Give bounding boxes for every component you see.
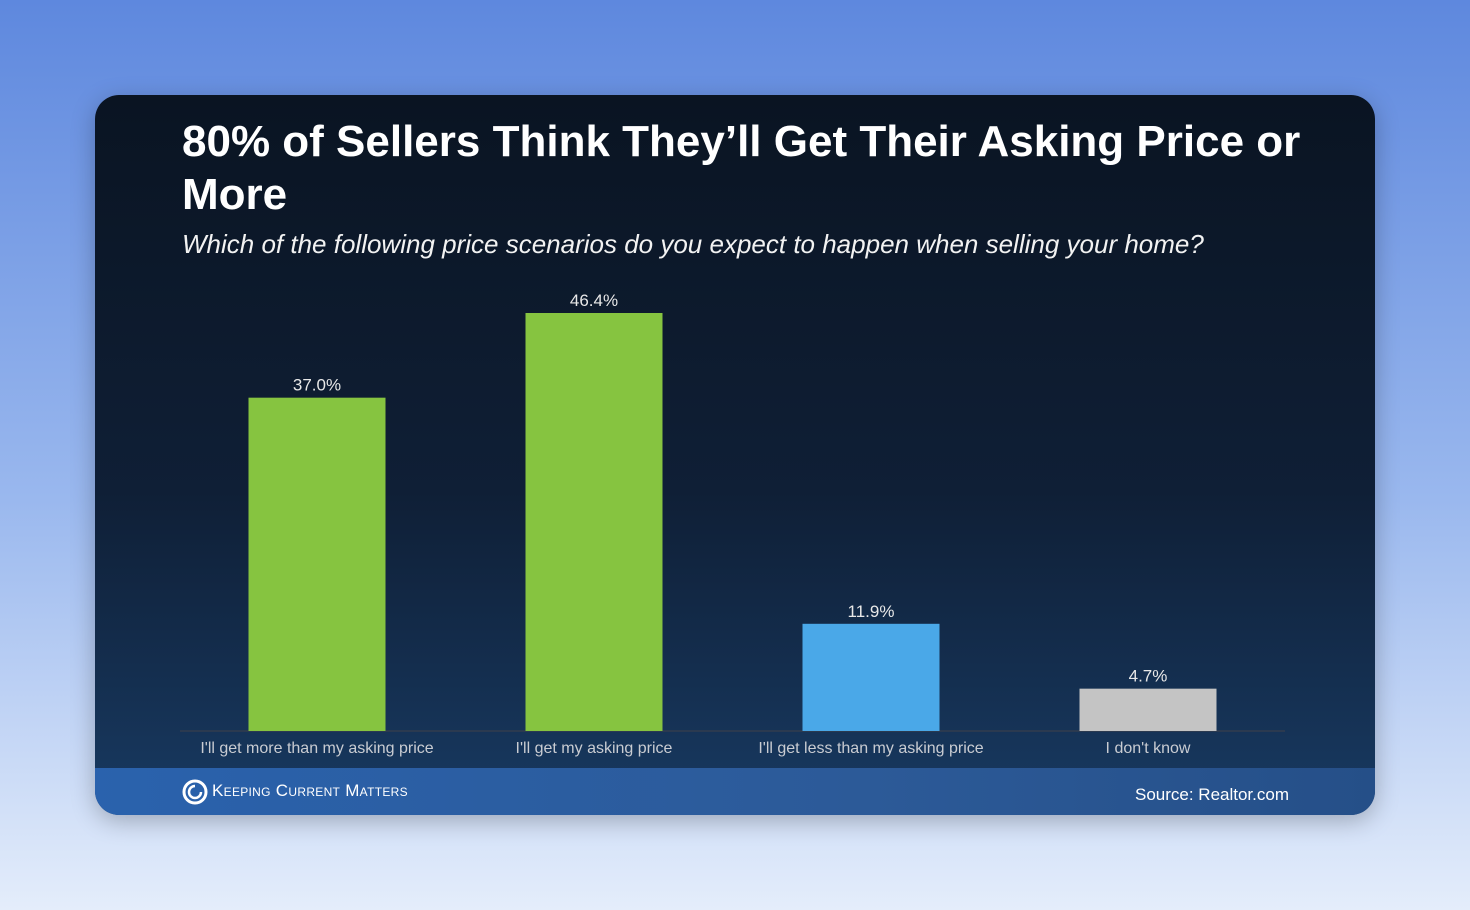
bar — [802, 623, 940, 731]
source: Source: Realtor.com — [1134, 785, 1289, 804]
chart-card: 80% of Sellers Think They’ll Get Their A… — [95, 95, 1375, 815]
value-label: 46.4% — [570, 291, 618, 310]
x-tick-label: I'll get more than my asking price — [200, 740, 433, 757]
bar — [1079, 688, 1217, 731]
chart-subtitle: Which of the following price scenarios d… — [182, 229, 1204, 259]
chart: 37.0% I'll get more than my asking price 4… — [180, 291, 1285, 757]
x-tick-label: I'll get my asking price — [516, 740, 673, 757]
bar — [525, 313, 663, 731]
brand: Keeping Current Matters — [212, 781, 408, 800]
x-tick-label: I don't know — [1106, 740, 1191, 757]
bar — [248, 397, 386, 731]
chart-title: 80% of Sellers Think They’ll Get Their A… — [182, 117, 1301, 219]
footer: Keeping Current Matters Source: Realtor.… — [95, 768, 1375, 815]
value-label: 37.0% — [293, 376, 341, 395]
logo-icon — [182, 779, 208, 805]
value-label: 11.9% — [848, 602, 895, 621]
value-label: 4.7% — [1129, 667, 1168, 686]
x-tick-label: I'll get less than my asking price — [758, 740, 983, 757]
